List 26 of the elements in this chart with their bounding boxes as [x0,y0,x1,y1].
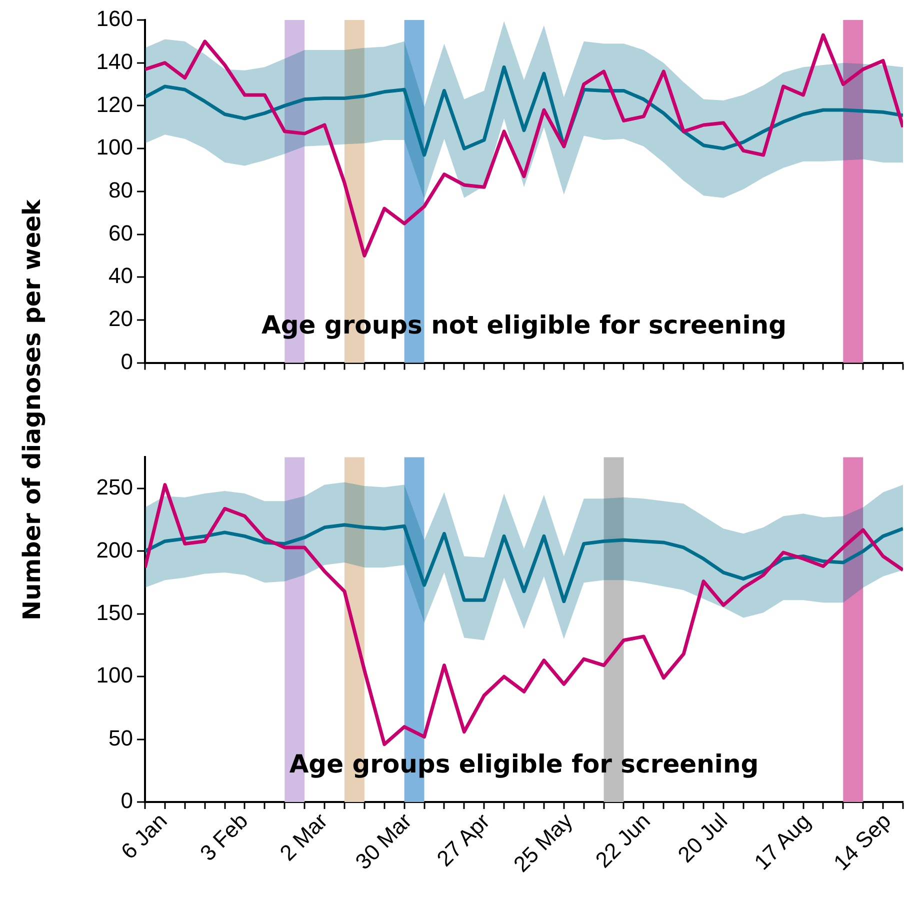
y-tick-label: 20 [108,306,133,332]
y-tick-label: 0 [120,348,133,374]
y-tick-label: 60 [108,220,133,246]
y-tick-label: 40 [108,263,133,288]
x-tick-label: 25 May [508,808,578,877]
y-tick-label: 200 [96,537,133,562]
y-tick-label: 150 [96,600,133,625]
x-tick-label: 22 Jun [590,808,655,873]
y-tick-label: 100 [96,662,133,688]
y-tick-label: 80 [108,177,133,202]
annotation: Age groups eligible for screening [289,750,759,778]
x-tick-label: 3 Feb [195,808,253,866]
y-tick-label: 50 [108,725,133,750]
x-tick-label: 27 Apr [432,808,494,872]
annotation: Age groups not eligible for screening [262,310,786,340]
y-tick-label: 120 [96,92,133,117]
y-tick-label: 250 [96,474,133,500]
x-tick-label: 20 Jul [672,808,732,868]
x-tick-label: 2 Mar [274,808,332,866]
y-tick-label: 140 [96,48,133,74]
y-axis-title: Number of diagnoses per week [18,199,46,621]
x-tick-label: 17 Aug [749,808,816,875]
x-tick-label: 14 Sep [828,808,896,876]
y-tick-label: 160 [96,6,133,32]
x-tick-label: 30 Mar [350,808,416,874]
y-tick-label: 100 [96,134,133,160]
